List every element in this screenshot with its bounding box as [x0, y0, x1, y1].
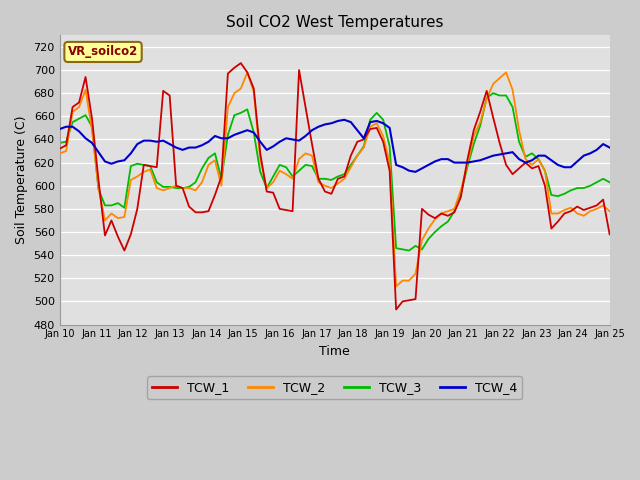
TCW_3: [82, 112, 90, 118]
TCW_2: [490, 81, 497, 87]
TCW_1: [490, 115, 497, 120]
TCW_2: [392, 284, 400, 289]
TCW_4: [56, 126, 63, 132]
TCW_1: [606, 231, 614, 237]
Legend: TCW_1, TCW_2, TCW_3, TCW_4: TCW_1, TCW_2, TCW_3, TCW_4: [147, 376, 522, 399]
TCW_2: [114, 215, 122, 221]
TCW_2: [68, 109, 76, 115]
TCW_1: [68, 104, 76, 110]
TCW_1: [392, 307, 400, 312]
Line: TCW_2: TCW_2: [60, 72, 610, 287]
TCW_4: [68, 124, 76, 130]
TCW_2: [82, 87, 90, 93]
TCW_4: [82, 135, 90, 141]
TCW_4: [606, 144, 614, 150]
TCW_3: [405, 248, 413, 253]
TCW_2: [243, 70, 251, 75]
TCW_4: [114, 158, 122, 164]
TCW_3: [606, 180, 614, 185]
Line: TCW_3: TCW_3: [60, 93, 610, 251]
TCW_4: [534, 153, 542, 158]
TCW_4: [340, 117, 348, 123]
TCW_1: [56, 146, 63, 152]
TCW_1: [82, 74, 90, 80]
TCW_1: [114, 234, 122, 240]
TCW_3: [321, 176, 329, 181]
TCW_4: [412, 169, 419, 175]
TCW_2: [534, 156, 542, 162]
TCW_1: [534, 163, 542, 169]
Line: TCW_4: TCW_4: [60, 120, 610, 172]
TCW_4: [490, 153, 497, 158]
Line: TCW_1: TCW_1: [60, 63, 610, 310]
TCW_1: [237, 60, 244, 66]
TCW_3: [114, 200, 122, 206]
TCW_2: [328, 185, 335, 191]
TCW_3: [490, 90, 497, 96]
TCW_2: [606, 208, 614, 214]
TCW_1: [328, 191, 335, 197]
TCW_3: [534, 156, 542, 162]
TCW_2: [56, 150, 63, 156]
Title: Soil CO2 West Temperatures: Soil CO2 West Temperatures: [226, 15, 444, 30]
TCW_3: [68, 119, 76, 125]
TCW_3: [483, 95, 490, 101]
TCW_4: [321, 121, 329, 127]
Y-axis label: Soil Temperature (C): Soil Temperature (C): [15, 116, 28, 244]
TCW_3: [56, 140, 63, 146]
X-axis label: Time: Time: [319, 345, 350, 358]
Text: VR_soilco2: VR_soilco2: [68, 46, 138, 59]
